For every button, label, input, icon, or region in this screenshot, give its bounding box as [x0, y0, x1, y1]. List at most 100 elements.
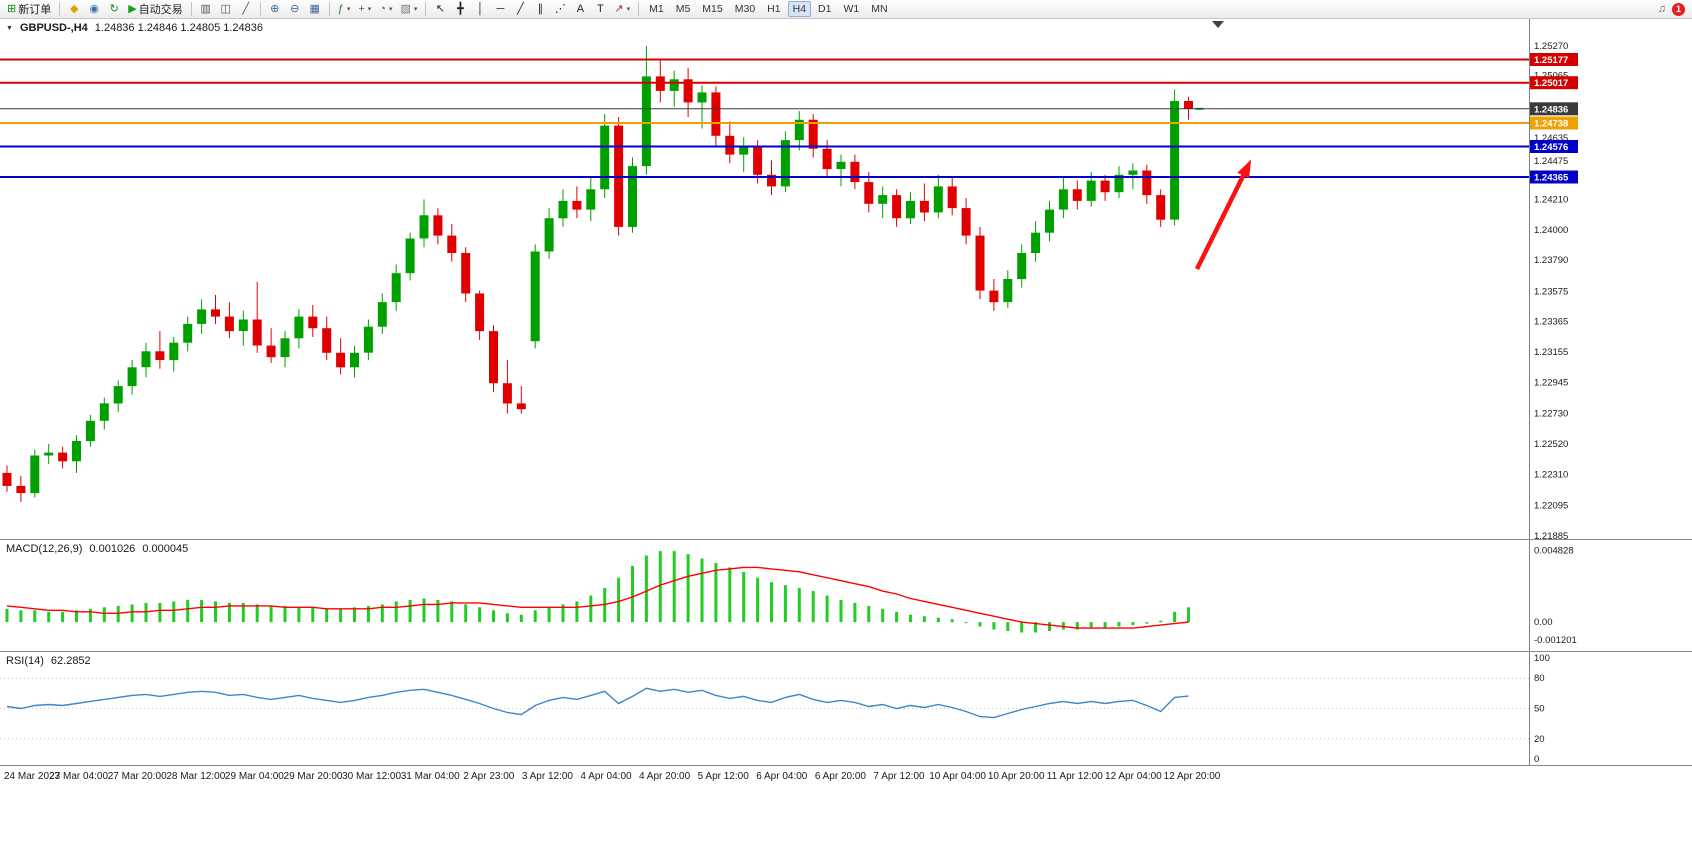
- bar-chart-button[interactable]: ▥: [197, 1, 215, 17]
- zoom-out-button[interactable]: ⊖: [286, 1, 304, 17]
- candle-body: [1003, 279, 1013, 303]
- macd-histogram-bar: [1117, 622, 1121, 627]
- time-axis[interactable]: 24 Mar 2023 27 Mar 04:00 27 Mar 20:00 28 Ma…: [0, 766, 1692, 790]
- price-chart-canvas[interactable]: 1.25270 1.25065 1.24635 1.24475 1.24210 1.240…: [0, 19, 1692, 539]
- chevron-down-icon[interactable]: ▾: [388, 6, 393, 13]
- price-tick-label: 1.23790: [1534, 255, 1568, 266]
- time-tick-label: 4 Apr 20:00: [639, 771, 691, 782]
- macd-histogram-bar: [811, 591, 815, 623]
- candle-body: [697, 92, 707, 103]
- new-order-button[interactable]: ⊞ 新订单: [4, 1, 54, 17]
- chevron-down-icon[interactable]: ▾: [626, 6, 631, 13]
- add-object-button[interactable]: + ▾: [355, 1, 374, 17]
- autotrading-button[interactable]: ▶ 自动交易: [125, 1, 185, 17]
- macd-histogram-bar: [339, 608, 343, 623]
- line-chart-icon: ╱: [242, 2, 249, 15]
- cursor-button[interactable]: ↖: [431, 1, 449, 17]
- chart-window[interactable]: 1.25270 1.25065 1.24635 1.24475 1.24210 1.240…: [0, 19, 1692, 790]
- macd-histogram-bar: [1075, 622, 1079, 630]
- candle-body: [808, 119, 818, 149]
- chevron-down-icon[interactable]: ▾: [367, 6, 372, 13]
- timeframe-w1-button[interactable]: W1: [843, 3, 860, 15]
- templates-button[interactable]: ▧ ▾: [397, 1, 420, 17]
- symbol-collapse-icon[interactable]: ▼: [6, 24, 13, 32]
- macd-tick-label: -0.001201: [1534, 635, 1577, 646]
- candle-body: [1114, 174, 1124, 193]
- tile-windows-button[interactable]: ▦: [306, 1, 324, 17]
- channel-button[interactable]: ∥: [531, 1, 549, 17]
- macd-histogram-bar: [575, 601, 579, 623]
- candle-body: [1170, 101, 1180, 220]
- price-tick-label: 1.25270: [1534, 41, 1568, 52]
- rsi-panel[interactable]: 100 80 50 20 0 RSI(14) 62.2852: [0, 652, 1692, 766]
- periods-button[interactable]: ◔ ▾: [376, 1, 395, 17]
- price-badge: [1530, 102, 1578, 116]
- candle-body: [72, 441, 81, 462]
- zoom-in-button[interactable]: ⊕: [266, 1, 284, 17]
- line-chart-button[interactable]: ╱: [237, 1, 255, 17]
- time-tick-label: 6 Apr 04:00: [756, 771, 808, 782]
- candle-body: [892, 195, 902, 219]
- macd-histogram-bar: [1061, 622, 1065, 630]
- timeframe-m15-button[interactable]: M15: [702, 3, 723, 15]
- indicators-button[interactable]: ƒ ▾: [335, 1, 354, 17]
- notification-badge[interactable]: 1: [1672, 2, 1685, 16]
- alerts-button[interactable]: ◉: [85, 1, 103, 17]
- toolbar-separator: [59, 2, 61, 16]
- metaeditor-button[interactable]: ◆: [65, 1, 83, 17]
- chevron-down-icon[interactable]: ▾: [346, 6, 351, 13]
- price-tick-label: 1.22095: [1534, 500, 1568, 511]
- candle-body: [1142, 170, 1152, 196]
- arrows-button[interactable]: ↗ ▾: [611, 1, 633, 17]
- candle-body: [767, 174, 776, 187]
- chevron-down-icon[interactable]: ▾: [413, 6, 418, 13]
- macd-histogram-bar: [686, 554, 690, 623]
- timeframe-m1-button[interactable]: M1: [649, 3, 664, 15]
- vertical-line-button[interactable]: │: [471, 1, 489, 17]
- macd-histogram-bar: [5, 608, 9, 623]
- price-tick-label: 1.24210: [1534, 194, 1568, 205]
- timeframe-mn-button[interactable]: MN: [871, 3, 888, 15]
- timeframe-h4-button[interactable]: H4: [787, 1, 812, 17]
- time-tick-label: 30 Mar 12:00: [342, 771, 402, 782]
- timeframe-m30-button[interactable]: M30: [734, 3, 756, 15]
- text-button[interactable]: A: [571, 1, 589, 17]
- macd-histogram-bar: [756, 577, 760, 623]
- arrow-annotation[interactable]: [1194, 171, 1248, 270]
- horizontal-line-button[interactable]: ─: [491, 1, 509, 17]
- fibonacci-button[interactable]: ⋰: [551, 1, 569, 17]
- candle-body: [350, 352, 359, 368]
- rsi-canvas[interactable]: 100 80 50 20 0: [0, 652, 1692, 765]
- metaeditor-icon: ◆: [69, 2, 79, 15]
- main-chart-panel[interactable]: 1.25270 1.25065 1.24635 1.24475 1.24210 1.240…: [0, 19, 1692, 540]
- cursor-icon: ↖: [435, 2, 445, 15]
- price-tick-label: 1.22730: [1534, 409, 1568, 420]
- text-label-button[interactable]: T: [591, 1, 609, 17]
- macd-histogram-bar: [61, 611, 65, 623]
- candlestick-chart-button[interactable]: ◫: [217, 1, 235, 17]
- price-badge-label: 1.25177: [1534, 55, 1568, 66]
- candle-body: [169, 342, 179, 361]
- time-tick-label: 31 Mar 04:00: [400, 771, 460, 782]
- time-tick-label: 24 Mar 2023: [4, 771, 61, 782]
- chart-shift-marker[interactable]: [1212, 21, 1224, 28]
- timeframe-h1-button[interactable]: H1: [767, 3, 781, 15]
- timeframe-d1-button[interactable]: D1: [818, 3, 832, 15]
- macd-histogram-bar: [1034, 622, 1038, 633]
- macd-histogram-bar: [700, 558, 704, 623]
- macd-canvas[interactable]: 0.004828 0.00 -0.001201: [0, 540, 1692, 651]
- macd-panel[interactable]: 0.004828 0.00 -0.001201 MACD(12,26,9) 0.00…: [0, 540, 1692, 652]
- price-tick-label: 1.25065: [1534, 71, 1568, 82]
- macd-histogram-bar: [964, 622, 968, 624]
- sound-icon[interactable]: ♫: [1657, 3, 1666, 15]
- candle-body: [822, 148, 832, 170]
- candle-body: [711, 92, 721, 136]
- macd-histogram-bar: [1173, 611, 1177, 623]
- timeframe-m5-button[interactable]: M5: [675, 3, 691, 15]
- crosshair-button[interactable]: ╋: [451, 1, 469, 17]
- refresh-button[interactable]: ↻: [105, 1, 123, 17]
- rsi-tick-label: 0: [1534, 754, 1539, 765]
- candle-body: [906, 200, 915, 219]
- trendline-button[interactable]: ╱: [511, 1, 529, 17]
- zoom-in-icon: ⊕: [270, 2, 280, 15]
